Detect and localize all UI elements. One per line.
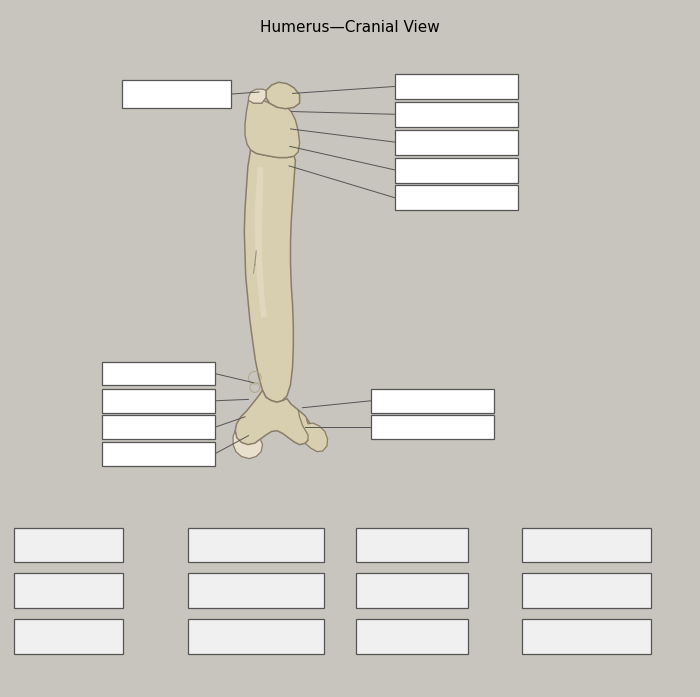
Polygon shape bbox=[298, 410, 328, 452]
Bar bbox=[371, 415, 493, 439]
Bar bbox=[522, 528, 651, 562]
Polygon shape bbox=[233, 431, 262, 459]
Bar bbox=[395, 74, 518, 99]
Bar bbox=[395, 102, 518, 127]
Polygon shape bbox=[235, 390, 312, 445]
Text: Lateral epicondyle: Lateral epicondyle bbox=[363, 631, 460, 641]
Bar bbox=[188, 619, 324, 654]
Text: Supracondyloid
foramen: Supracondyloid foramen bbox=[216, 534, 296, 556]
Text: Greater tubercle: Greater tubercle bbox=[213, 631, 299, 641]
Text: Medial epicondyle: Medial epicondyle bbox=[21, 585, 116, 595]
Text: Humerus—Cranial View: Humerus—Cranial View bbox=[260, 20, 440, 36]
Bar bbox=[14, 619, 122, 654]
Text: Crest of the greater
tubercle: Crest of the greater tubercle bbox=[535, 625, 638, 648]
Bar bbox=[356, 528, 468, 562]
Polygon shape bbox=[248, 89, 266, 103]
Bar bbox=[14, 573, 122, 608]
Bar bbox=[356, 573, 468, 608]
Text: Deltoid tuberosity: Deltoid tuberosity bbox=[22, 631, 115, 641]
Bar bbox=[102, 389, 215, 413]
Text: Radial fossa: Radial fossa bbox=[554, 540, 617, 550]
Text: Tricipital line: Tricipital line bbox=[379, 585, 444, 595]
Bar bbox=[356, 619, 468, 654]
Bar bbox=[522, 573, 651, 608]
Text: Coronoid fossa: Coronoid fossa bbox=[29, 540, 107, 550]
Bar bbox=[102, 362, 215, 385]
Bar bbox=[188, 528, 324, 562]
Bar bbox=[522, 619, 651, 654]
Bar bbox=[395, 158, 518, 183]
Bar bbox=[371, 389, 493, 413]
Text: Teres minor tuberosity: Teres minor tuberosity bbox=[197, 585, 314, 595]
Bar bbox=[188, 573, 324, 608]
Bar bbox=[102, 442, 215, 466]
Polygon shape bbox=[244, 150, 295, 402]
Bar bbox=[102, 415, 215, 439]
Polygon shape bbox=[266, 82, 300, 109]
Text: Trochlea: Trochlea bbox=[390, 540, 433, 550]
Polygon shape bbox=[245, 99, 300, 158]
Bar bbox=[395, 130, 518, 155]
Bar bbox=[395, 185, 518, 210]
Polygon shape bbox=[255, 167, 267, 317]
Text: Lesser tubercle: Lesser tubercle bbox=[546, 585, 626, 595]
Bar bbox=[14, 528, 122, 562]
Bar bbox=[122, 80, 231, 108]
